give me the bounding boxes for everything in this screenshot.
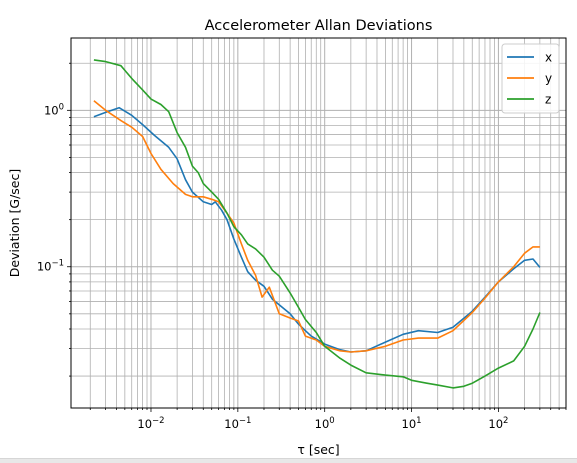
axis-ticks: 10−2 10−1 100 101 102 10−1 100 bbox=[37, 62, 567, 431]
data-series bbox=[93, 59, 541, 389]
x-tick-label: 102 bbox=[488, 416, 508, 431]
legend: xyz bbox=[501, 43, 560, 114]
x-tick-label: 10−2 bbox=[137, 416, 164, 431]
x-tick-label: 10−1 bbox=[224, 416, 251, 431]
y-tick-label: 10−1 bbox=[37, 259, 64, 274]
legend-label-x: x bbox=[545, 51, 552, 65]
y-tick-label: 100 bbox=[44, 102, 64, 117]
series-line-x bbox=[93, 106, 541, 353]
window-bottom-edge bbox=[0, 458, 577, 463]
y-axis-label: Deviation [G/sec] bbox=[7, 169, 22, 278]
grid-lines bbox=[71, 38, 567, 408]
legend-label-y: y bbox=[545, 72, 552, 86]
x-tick-label: 101 bbox=[402, 416, 422, 431]
chart-title: Accelerometer Allan Deviations bbox=[205, 18, 433, 34]
plot-area-frame bbox=[70, 37, 567, 409]
x-tick-label: 100 bbox=[315, 416, 335, 431]
series-line-z bbox=[93, 59, 541, 389]
legend-label-z: z bbox=[545, 93, 551, 107]
series-line-y bbox=[93, 100, 540, 353]
x-axis-label: τ [sec] bbox=[297, 442, 339, 457]
